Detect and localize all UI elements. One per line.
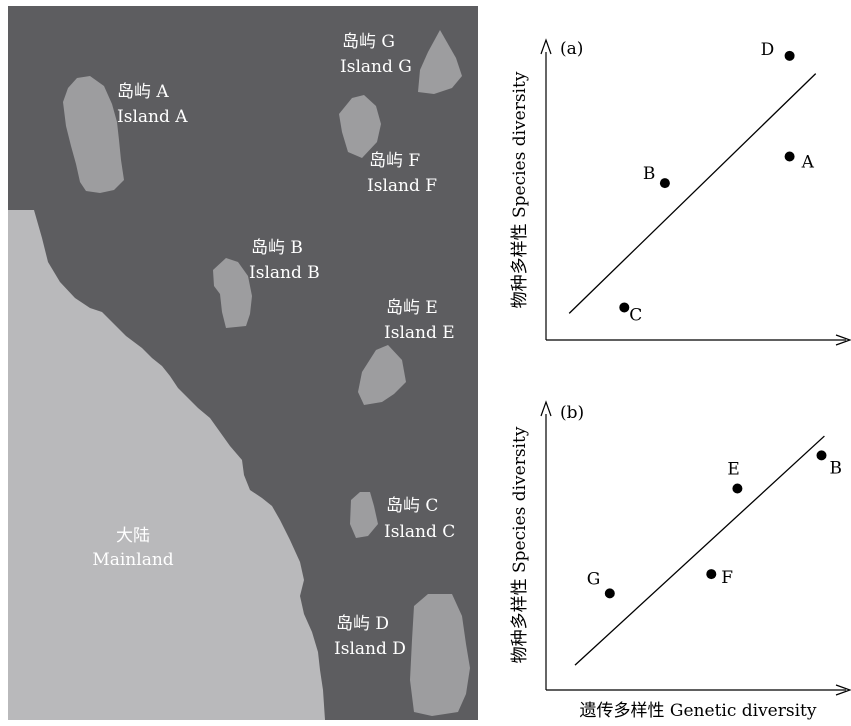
chart-b-point-e: [732, 483, 743, 494]
chart-b-y-axis-label: 物种多样性 Species diversity: [510, 426, 530, 663]
chart-a-point-d: [784, 50, 795, 61]
chart-b-point-label-e: E: [727, 460, 739, 480]
chart-a-axes: [540, 38, 851, 346]
chart-a-trend-line: [568, 73, 817, 314]
island-f-label-zh: 岛屿 F: [369, 151, 420, 171]
chart-a-y-axis-label: 物种多样性 Species diversity: [510, 71, 530, 308]
island-e-label-zh: 岛屿 E: [386, 298, 438, 318]
island-d-label-en: Island D: [334, 639, 406, 659]
island-c-shape: [350, 492, 378, 538]
island-f-label-en: Island F: [367, 176, 437, 196]
island-b-shape: [213, 258, 252, 328]
chart-a-point-label-a: A: [801, 152, 815, 172]
island-b-label-zh: 岛屿 B: [251, 238, 303, 258]
chart-a-marks: D A B C: [568, 40, 817, 325]
mainland-label-en: Mainland: [92, 550, 173, 570]
chart-a-point-b: [659, 178, 670, 189]
chart-b-trend-line: [574, 435, 825, 666]
chart-b-point-label-g: G: [587, 569, 601, 589]
island-e-shape: [358, 345, 406, 405]
island-d-label-zh: 岛屿 D: [336, 614, 389, 634]
chart-b-point-f: [706, 569, 717, 580]
chart-b-x-arrow: [835, 684, 851, 696]
island-map: 岛屿 A Island A 岛屿 B Island B 岛屿 C Island …: [8, 6, 478, 720]
island-c-label-en: Island C: [384, 522, 455, 542]
island-a-label-en: Island A: [117, 107, 188, 127]
island-a-label-zh: 岛屿 A: [117, 82, 169, 102]
island-g-label-en: Island G: [340, 57, 412, 77]
chart-a-point-label-c: C: [629, 305, 642, 325]
mainland-shape: [8, 210, 325, 720]
chart-b-marks: B E F G: [574, 435, 843, 666]
chart-b-point-label-b: B: [830, 458, 843, 478]
chart-a-point-label-b: B: [643, 164, 656, 184]
chart-b-panel-label: (b): [560, 403, 584, 423]
island-b-label-en: Island B: [249, 263, 320, 283]
chart-a-point-label-d: D: [761, 40, 775, 60]
chart-a-point-a: [784, 151, 795, 162]
scatter-chart-a: (a) 物种多样性 Species diversity D A B C: [510, 38, 851, 346]
island-g-shape: [418, 30, 462, 94]
chart-b-point-label-f: F: [721, 568, 733, 588]
chart-a-y-arrow: [540, 38, 552, 55]
chart-b-x-axis-label: 遗传多样性 Genetic diversity: [580, 701, 817, 721]
island-c-label-zh: 岛屿 C: [386, 496, 438, 516]
island-e-label-en: Island E: [384, 323, 455, 343]
island-f-shape: [339, 95, 381, 158]
island-a-shape: [63, 76, 124, 193]
chart-b-point-g: [604, 588, 615, 599]
chart-a-x-arrow: [835, 334, 851, 346]
chart-a-point-c: [619, 302, 630, 313]
chart-b-axes: [540, 400, 851, 696]
island-d-shape: [410, 594, 470, 716]
island-g-label-zh: 岛屿 G: [342, 32, 395, 52]
chart-b-y-arrow: [540, 400, 552, 417]
chart-a-panel-label: (a): [560, 39, 583, 59]
chart-b-point-b: [816, 450, 827, 461]
scatter-chart-b: (b) 物种多样性 Species diversity 遗传多样性 Geneti…: [510, 400, 851, 721]
mainland-label-zh: 大陆: [116, 526, 150, 546]
